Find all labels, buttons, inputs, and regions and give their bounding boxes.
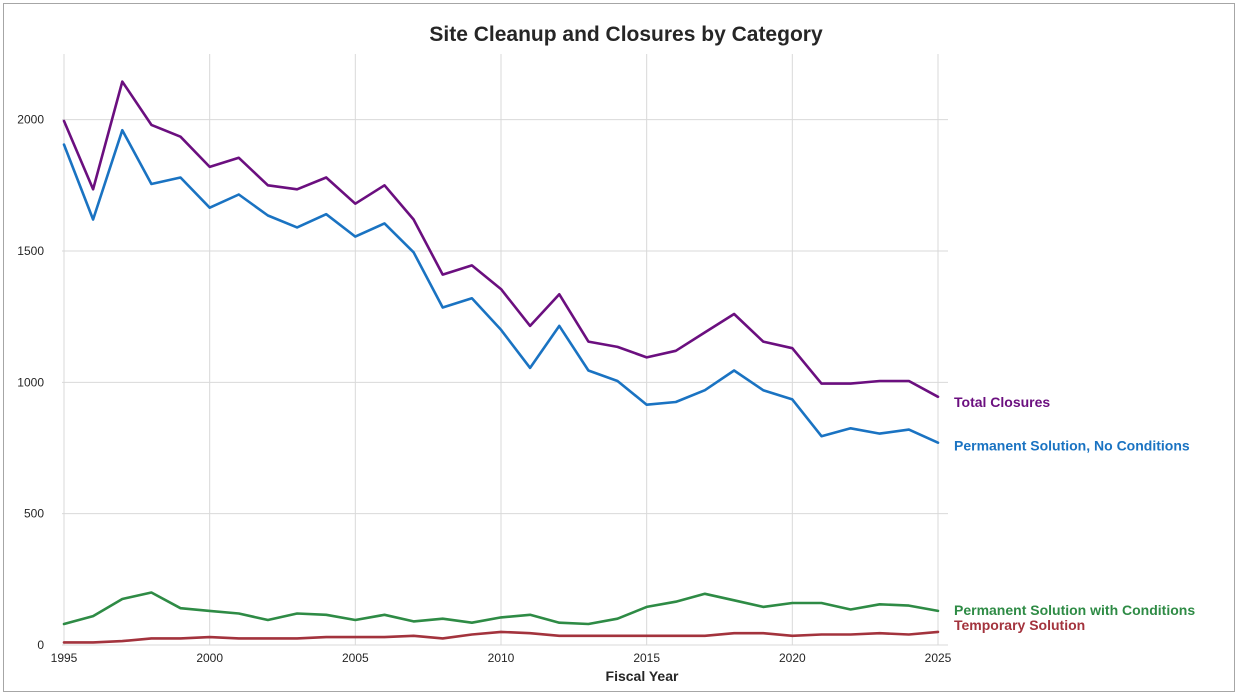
axis-tick-labels: 1995 2000 2005 2010 2015 2020 2025 0 500 1000 1500… [17, 113, 951, 665]
y-tick-label: 0 [37, 638, 44, 652]
x-tick-label: 2015 [633, 651, 660, 665]
series-label-permanent-solution-with-conditions: Permanent Solution with Conditions [954, 602, 1195, 618]
x-tick-label: 2020 [779, 651, 806, 665]
x-tick-label: 1995 [51, 651, 78, 665]
y-tick-label: 1500 [17, 244, 44, 258]
x-axis-label: Fiscal Year [606, 668, 679, 684]
x-tick-label: 2000 [196, 651, 223, 665]
y-tick-label: 2000 [17, 113, 44, 127]
chart-title: Site Cleanup and Closures by Category [429, 23, 823, 46]
y-tick-label: 1000 [17, 375, 44, 389]
series-lines [62, 80, 940, 644]
x-tick-label: 2005 [342, 651, 369, 665]
line-chart: Site Cleanup and Closures by Category 19… [17, 23, 1195, 684]
series-label-permanent-solution-no-conditions: Permanent Solution, No Conditions [954, 438, 1190, 454]
x-tick-label: 2010 [488, 651, 515, 665]
chart-frame: Site Cleanup and Closures by Category 19… [3, 3, 1235, 692]
series-end-labels: Total Closures Permanent Solution, No Con… [954, 394, 1195, 633]
gridlines [62, 54, 948, 646]
y-tick-label: 500 [24, 507, 44, 521]
series-label-temporary-solution: Temporary Solution [954, 617, 1085, 633]
x-tick-label: 2025 [925, 651, 952, 665]
series-label-total-closures: Total Closures [954, 394, 1050, 410]
